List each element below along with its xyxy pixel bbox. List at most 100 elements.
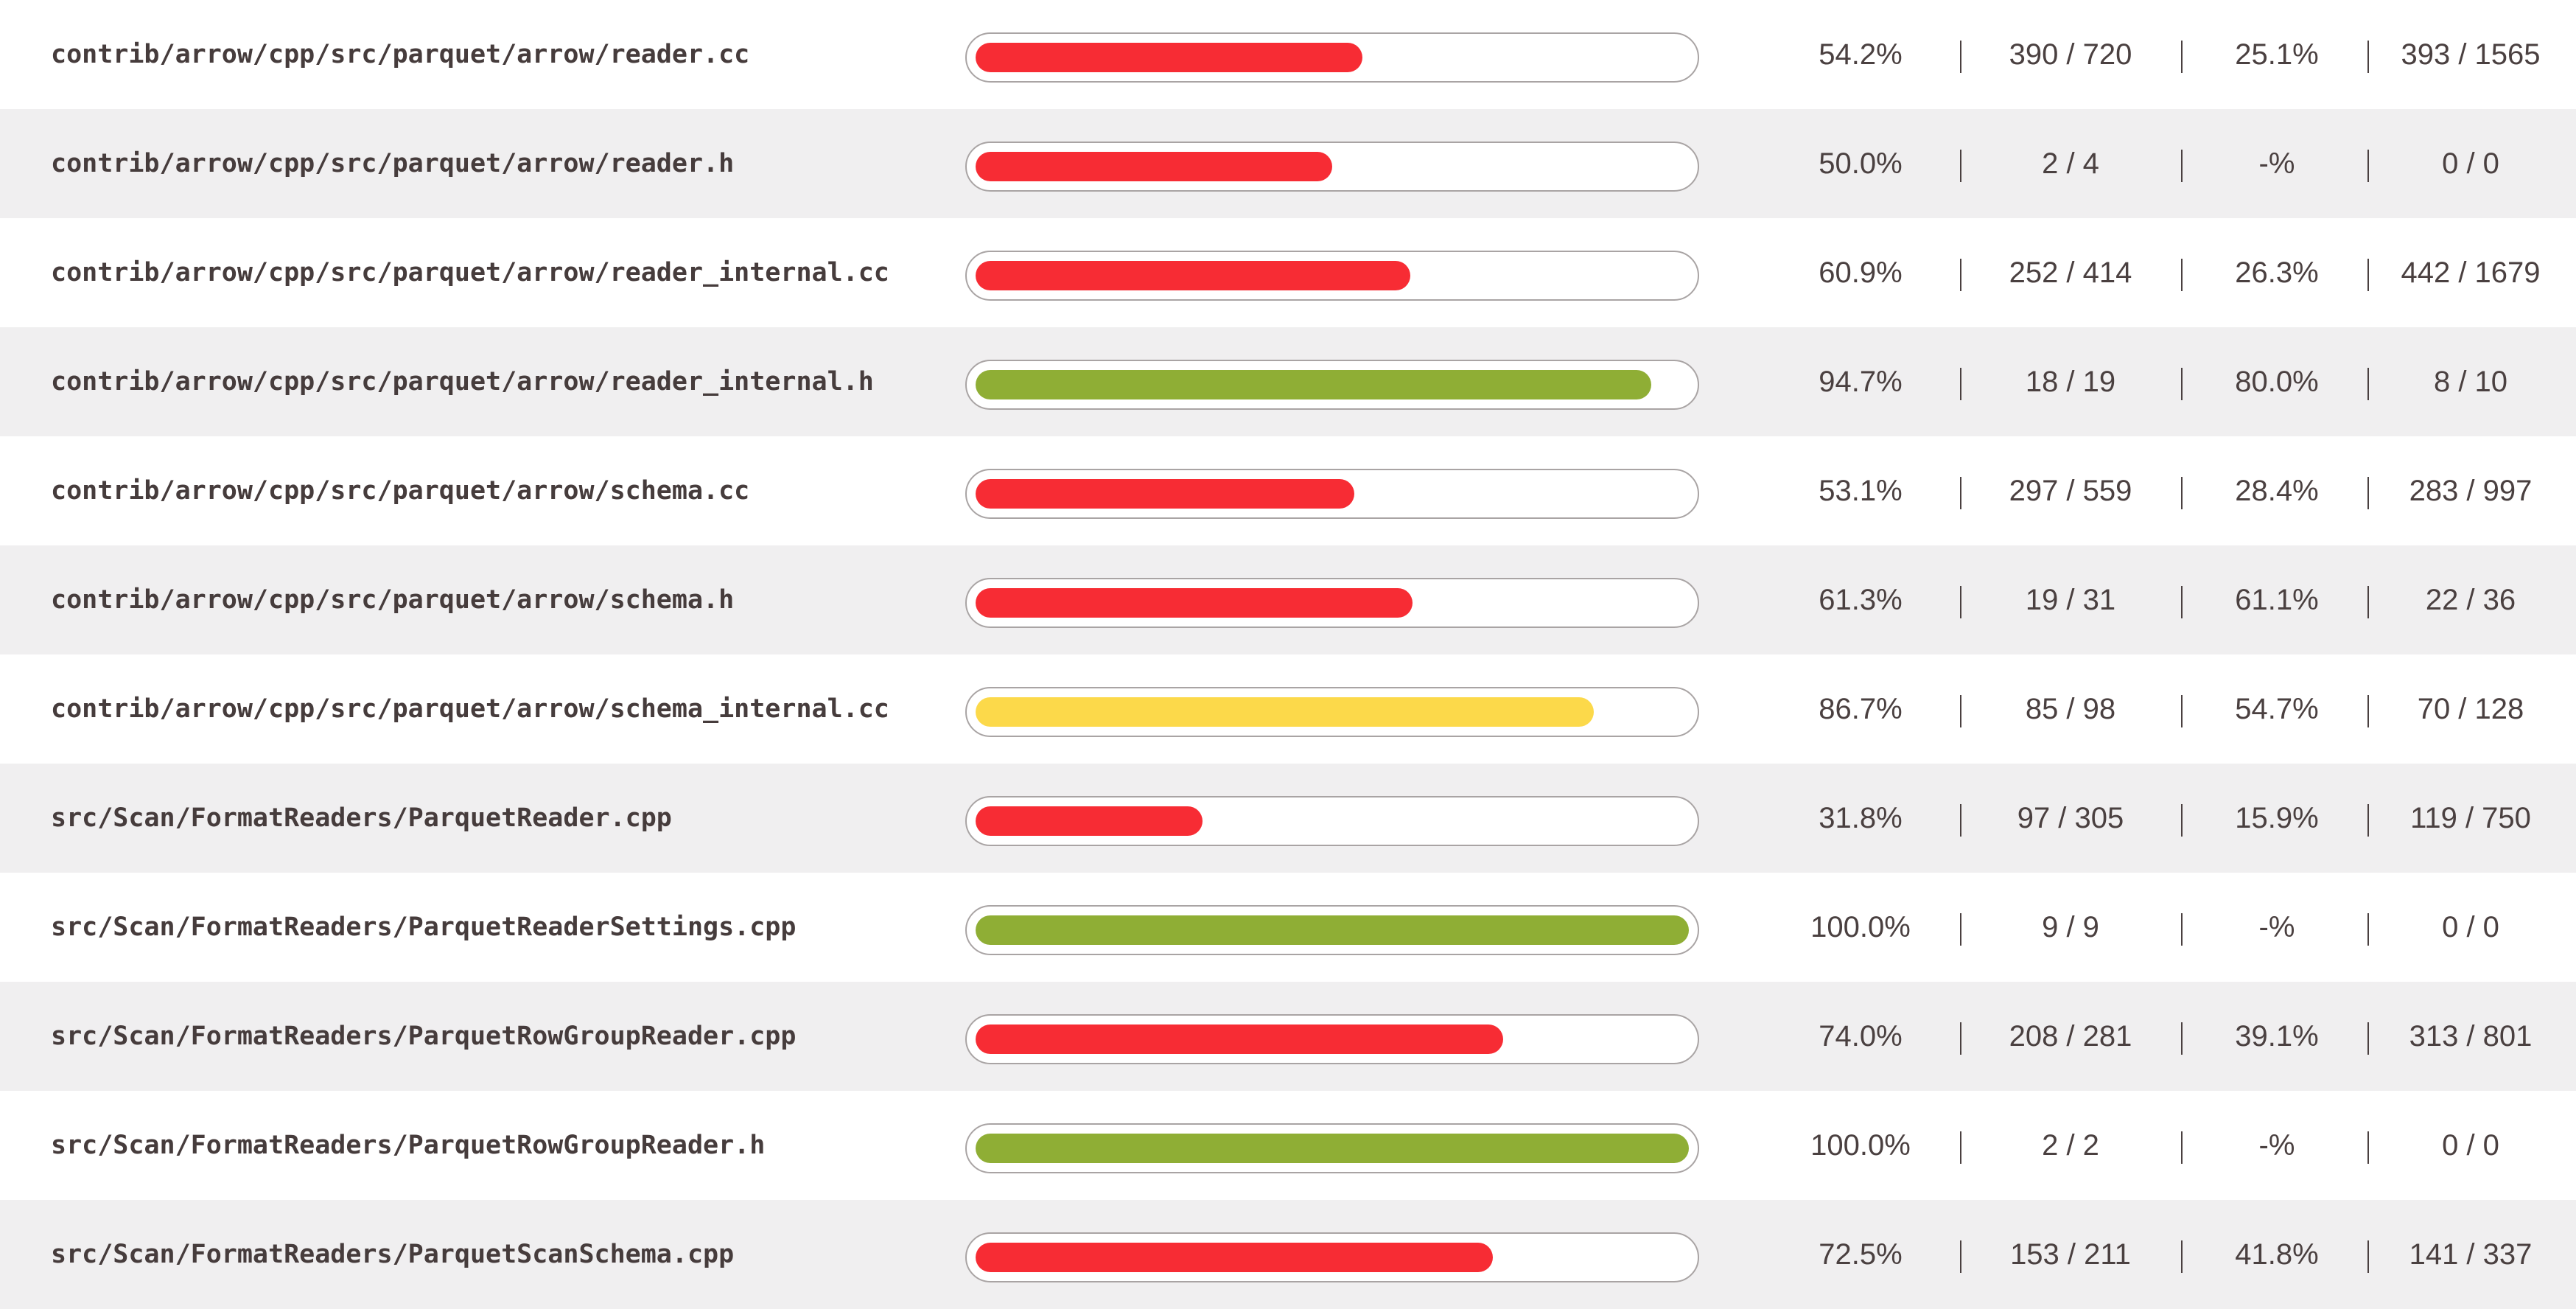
column-divider <box>2181 368 2183 400</box>
line-coverage-percent: 31.8% <box>1819 801 1903 834</box>
column-divider <box>2181 913 2183 946</box>
functions-hit-count: 313 / 801 <box>2409 1019 2533 1053</box>
file-name-link[interactable]: contrib/arrow/cpp/src/parquet/arrow/read… <box>51 258 889 287</box>
functions-hit-count: 0 / 0 <box>2442 1128 2499 1162</box>
file-name-link[interactable]: src/Scan/FormatReaders/ParquetReader.cpp <box>51 803 672 833</box>
line-coverage-percent: 53.1% <box>1819 474 1903 507</box>
lines-hit-count: 2 / 2 <box>2042 1128 2099 1162</box>
column-divider <box>1960 1131 1961 1164</box>
coverage-bar <box>965 32 1699 83</box>
column-divider <box>1960 1022 1961 1055</box>
function-coverage-percent: 54.7% <box>2235 692 2319 725</box>
column-divider <box>2181 150 2183 182</box>
coverage-bar <box>965 1014 1699 1064</box>
column-divider <box>2181 1131 2183 1164</box>
file-name-link[interactable]: src/Scan/FormatReaders/ParquetRowGroupRe… <box>51 1022 797 1051</box>
coverage-bar-fill <box>976 479 1354 509</box>
coverage-bar <box>965 360 1699 410</box>
file-name-link[interactable]: contrib/arrow/cpp/src/parquet/arrow/read… <box>51 149 735 178</box>
coverage-bar-fill <box>976 588 1413 618</box>
column-divider <box>2367 1131 2369 1164</box>
function-coverage-percent: 15.9% <box>2235 801 2319 834</box>
function-coverage-percent: 61.1% <box>2235 583 2319 616</box>
functions-hit-count: 0 / 0 <box>2442 910 2499 943</box>
line-coverage-percent: 61.3% <box>1819 583 1903 616</box>
function-coverage-percent: 41.8% <box>2235 1238 2319 1271</box>
column-divider <box>2367 150 2369 182</box>
function-coverage-percent: -% <box>2258 1128 2295 1162</box>
function-coverage-percent: 39.1% <box>2235 1019 2319 1053</box>
functions-hit-count: 119 / 750 <box>2410 801 2531 834</box>
column-divider <box>2367 913 2369 946</box>
coverage-row: src/Scan/FormatReaders/ParquetRowGroupRe… <box>0 1091 2576 1200</box>
column-divider <box>2181 804 2183 837</box>
coverage-bar <box>965 578 1699 628</box>
file-name-link[interactable]: src/Scan/FormatReaders/ParquetScanSchema… <box>51 1240 735 1269</box>
file-name-link[interactable]: contrib/arrow/cpp/src/parquet/arrow/read… <box>51 40 750 69</box>
line-coverage-percent: 74.0% <box>1819 1019 1903 1053</box>
coverage-row: contrib/arrow/cpp/src/parquet/arrow/sche… <box>0 654 2576 764</box>
file-name-link[interactable]: contrib/arrow/cpp/src/parquet/arrow/sche… <box>51 694 889 724</box>
file-name-link[interactable]: contrib/arrow/cpp/src/parquet/arrow/sche… <box>51 476 750 506</box>
line-coverage-percent: 50.0% <box>1819 147 1903 180</box>
functions-hit-count: 393 / 1565 <box>2401 38 2541 71</box>
column-divider <box>2181 695 2183 727</box>
functions-hit-count: 442 / 1679 <box>2401 256 2541 289</box>
lines-hit-count: 85 / 98 <box>2025 692 2116 725</box>
coverage-row: contrib/arrow/cpp/src/parquet/arrow/sche… <box>0 545 2576 654</box>
column-divider <box>2367 259 2369 291</box>
column-divider <box>2181 1240 2183 1273</box>
coverage-row: contrib/arrow/cpp/src/parquet/arrow/read… <box>0 0 2576 109</box>
column-divider <box>2367 1240 2369 1273</box>
line-coverage-percent: 100.0% <box>1810 1128 1911 1162</box>
file-name-link[interactable]: src/Scan/FormatReaders/ParquetReaderSett… <box>51 912 797 942</box>
functions-hit-count: 141 / 337 <box>2409 1238 2533 1271</box>
coverage-row: contrib/arrow/cpp/src/parquet/arrow/sche… <box>0 436 2576 545</box>
column-divider <box>1960 259 1961 291</box>
coverage-bar-fill <box>976 43 1362 72</box>
column-divider <box>2367 41 2369 73</box>
column-divider <box>1960 804 1961 837</box>
function-coverage-percent: -% <box>2258 910 2295 943</box>
lines-hit-count: 390 / 720 <box>2009 38 2132 71</box>
file-name-link[interactable]: contrib/arrow/cpp/src/parquet/arrow/read… <box>51 367 874 397</box>
lines-hit-count: 252 / 414 <box>2009 256 2132 289</box>
line-coverage-percent: 94.7% <box>1819 365 1903 398</box>
line-coverage-percent: 100.0% <box>1810 910 1911 943</box>
functions-hit-count: 22 / 36 <box>2425 583 2516 616</box>
coverage-row: contrib/arrow/cpp/src/parquet/arrow/read… <box>0 218 2576 327</box>
column-divider <box>2367 477 2369 509</box>
column-divider <box>2367 586 2369 618</box>
column-divider <box>2181 41 2183 73</box>
column-divider <box>2181 477 2183 509</box>
column-divider <box>2367 804 2369 837</box>
coverage-bar-fill <box>976 697 1594 727</box>
coverage-bar <box>965 905 1699 955</box>
lines-hit-count: 153 / 211 <box>2010 1238 2131 1271</box>
file-name-link[interactable]: contrib/arrow/cpp/src/parquet/arrow/sche… <box>51 585 735 615</box>
coverage-row: src/Scan/FormatReaders/ParquetRowGroupRe… <box>0 982 2576 1091</box>
column-divider <box>2367 1022 2369 1055</box>
file-name-link[interactable]: src/Scan/FormatReaders/ParquetRowGroupRe… <box>51 1131 766 1160</box>
coverage-bar <box>965 469 1699 519</box>
coverage-bar <box>965 1232 1699 1282</box>
column-divider <box>2181 1022 2183 1055</box>
column-divider <box>1960 368 1961 400</box>
line-coverage-percent: 72.5% <box>1819 1238 1903 1271</box>
coverage-bar-fill <box>976 261 1410 290</box>
function-coverage-percent: 28.4% <box>2235 474 2319 507</box>
functions-hit-count: 8 / 10 <box>2433 365 2508 398</box>
column-divider <box>1960 586 1961 618</box>
lines-hit-count: 97 / 305 <box>2017 801 2124 834</box>
lines-hit-count: 208 / 281 <box>2009 1019 2132 1053</box>
line-coverage-percent: 86.7% <box>1819 692 1903 725</box>
column-divider <box>1960 477 1961 509</box>
column-divider <box>1960 913 1961 946</box>
lines-hit-count: 9 / 9 <box>2042 910 2099 943</box>
coverage-bar <box>965 251 1699 301</box>
coverage-bar-fill <box>976 1243 1493 1272</box>
coverage-bar <box>965 796 1699 846</box>
function-coverage-percent: 26.3% <box>2235 256 2319 289</box>
column-divider <box>1960 695 1961 727</box>
